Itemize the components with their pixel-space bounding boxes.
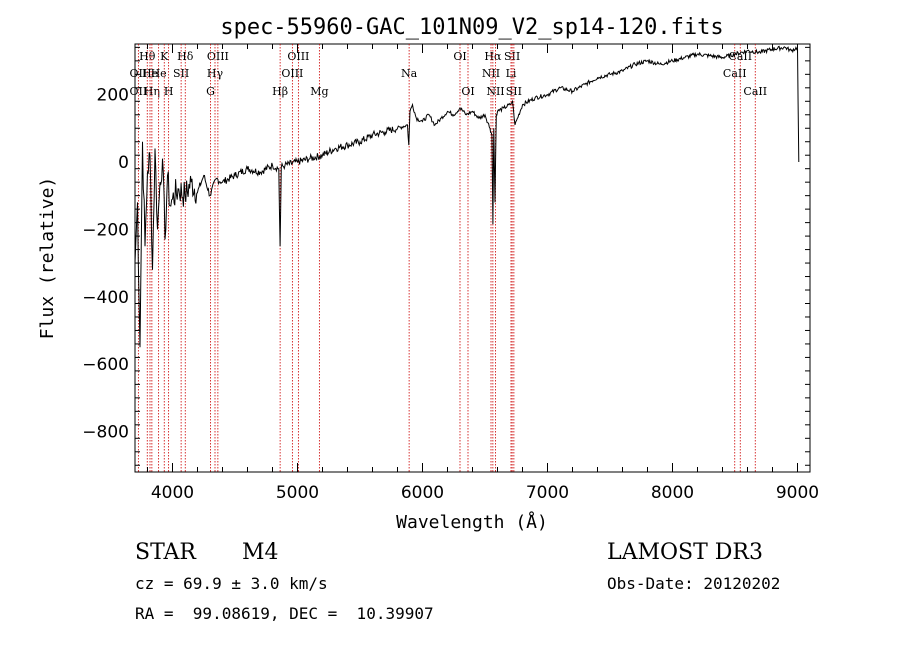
survey-name: LAMOST DR3 bbox=[607, 540, 763, 565]
marker-label: Mg bbox=[310, 85, 328, 98]
marker-label: Hθ bbox=[139, 50, 156, 63]
chart-title: spec-55960-GAC_101N09_V2_sp14-120.fits bbox=[220, 15, 723, 40]
marker-label: He bbox=[151, 67, 167, 80]
x-axis-label: Wavelength (Å) bbox=[396, 511, 548, 533]
y-tick-label: −400 bbox=[82, 288, 129, 308]
marker-label: Hα bbox=[484, 50, 502, 63]
marker-label: Na bbox=[401, 67, 418, 80]
x-tick-label: 4000 bbox=[151, 483, 194, 503]
marker-label: K bbox=[160, 50, 169, 63]
marker-label: CaII bbox=[723, 67, 747, 80]
plot-frame bbox=[134, 43, 811, 473]
marker-label: Li bbox=[506, 67, 517, 80]
marker-label: OI bbox=[453, 50, 466, 63]
y-tick-label: 200 bbox=[97, 86, 129, 106]
coordinates-text: RA = 99.08619, DEC = 10.39907 bbox=[135, 604, 434, 623]
y-axis: −800 −600 −400 −200 0 200 bbox=[82, 46, 810, 466]
marker-label: OII bbox=[130, 67, 148, 80]
y-tick-label: −200 bbox=[82, 220, 129, 240]
marker-label: G bbox=[206, 85, 215, 98]
marker-label: CaII bbox=[743, 85, 767, 98]
marker-label: OIII bbox=[281, 67, 303, 80]
marker-label: OI bbox=[461, 85, 474, 98]
object-class: STAR bbox=[135, 540, 196, 565]
obs-date-text: Obs-Date: 20120202 bbox=[607, 574, 781, 593]
marker-label: OII bbox=[130, 85, 148, 98]
marker-label: Hη bbox=[144, 85, 160, 98]
marker-label: He bbox=[142, 67, 158, 80]
y-axis-label: Flux (relative) bbox=[37, 177, 58, 340]
marker-label: OIII bbox=[287, 50, 309, 63]
marker-label: Hβ bbox=[272, 85, 288, 98]
marker-label: Hγ bbox=[207, 67, 224, 80]
y-tick-label: 0 bbox=[118, 153, 129, 173]
marker-label: SII bbox=[506, 85, 522, 98]
marker-label: NII bbox=[486, 85, 504, 98]
x-tick-label: 9000 bbox=[776, 483, 819, 503]
marker-label: H bbox=[164, 85, 174, 98]
spectrum-chart: spec-55960-GAC_101N09_V2_sp14-120.fits H… bbox=[37, 15, 819, 533]
marker-label: NII bbox=[482, 67, 500, 80]
x-tick-label: 8000 bbox=[651, 483, 694, 503]
x-tick-label: 7000 bbox=[526, 483, 569, 503]
marker-label: Hδ bbox=[177, 50, 194, 63]
marker-label: OIII bbox=[207, 50, 229, 63]
object-subclass: M4 bbox=[242, 540, 279, 565]
x-tick-label: 5000 bbox=[276, 483, 319, 503]
spectrum-line bbox=[134, 45, 800, 348]
x-tick-label: 6000 bbox=[401, 483, 444, 503]
marker-label: SII bbox=[504, 50, 520, 63]
y-tick-label: −600 bbox=[82, 355, 129, 375]
redshift-text: cz = 69.9 ± 3.0 km/s bbox=[135, 574, 328, 593]
y-tick-label: −800 bbox=[82, 423, 129, 443]
marker-label: SII bbox=[173, 67, 189, 80]
marker-label: CaII bbox=[728, 50, 752, 63]
x-axis: 4000 5000 6000 7000 8000 9000 bbox=[147, 44, 819, 503]
